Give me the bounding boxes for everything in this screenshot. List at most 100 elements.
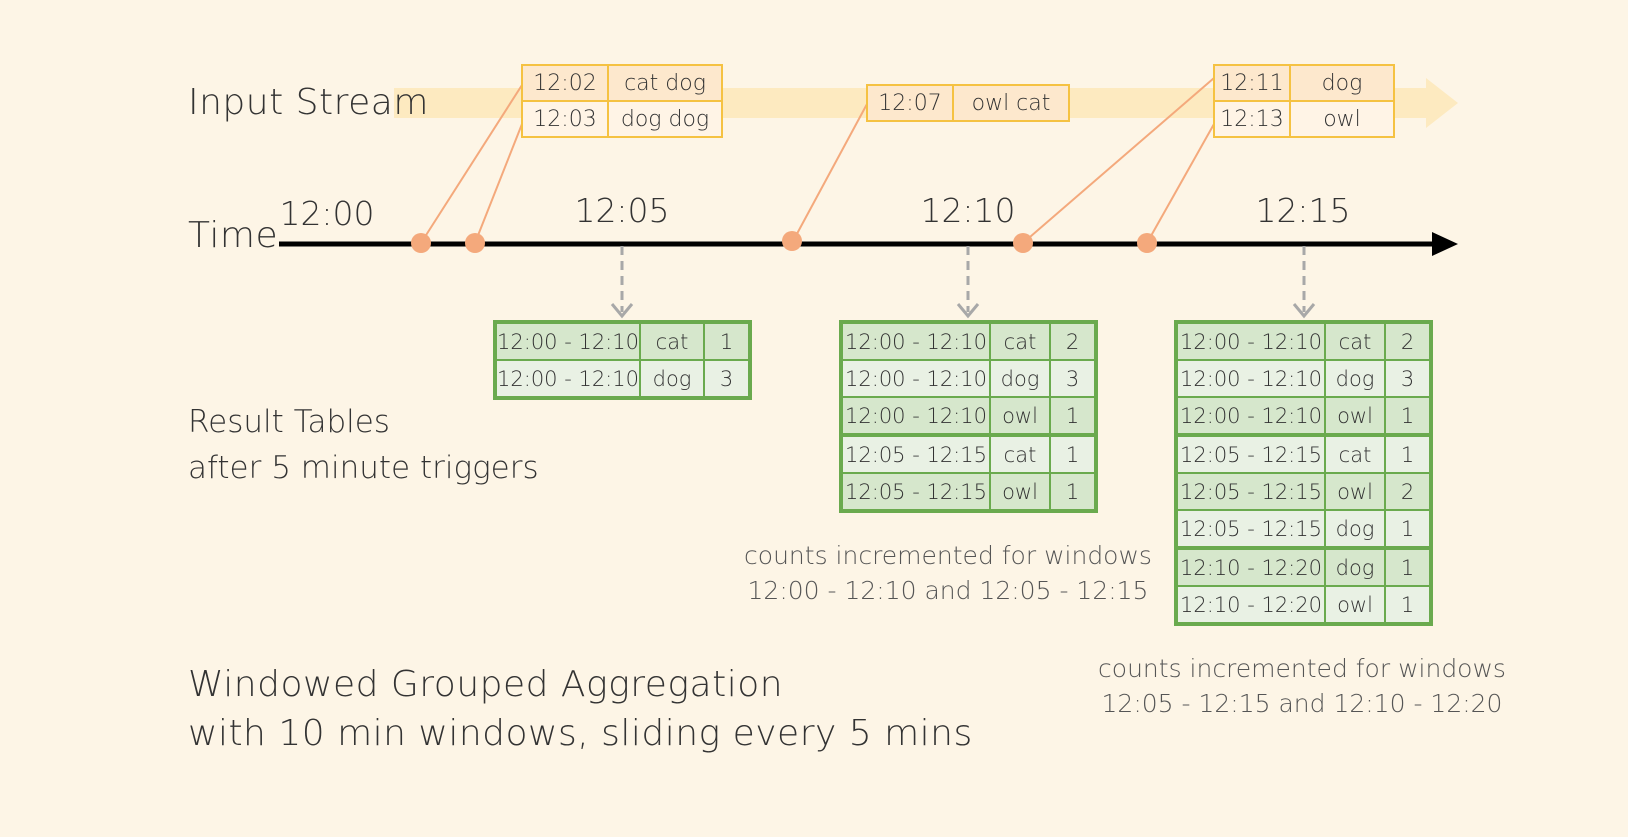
event-dot-1203: [465, 233, 485, 253]
result-table-1205: 12:00 - 12:10 cat 1 12:00 - 12:10 dog 3: [493, 320, 752, 400]
result-row: 12:00 - 12:10 dog 3: [1175, 359, 1432, 398]
event-time: 12:03: [521, 100, 609, 138]
result-window: 12:05 - 12:15: [1175, 433, 1326, 474]
event-words: dog: [1289, 64, 1395, 102]
result-word: owl: [1324, 472, 1386, 511]
input-stream-label: Input Stream: [188, 82, 429, 123]
result-count: 1: [703, 321, 751, 361]
result-word: dog: [989, 359, 1051, 398]
result-window: 12:05 - 12:15: [840, 433, 991, 474]
result-note-1215: counts incremented for windows 12:05 - 1…: [1098, 651, 1506, 721]
result-note-1210: counts incremented for windows 12:00 - 1…: [744, 538, 1152, 608]
note-line1: counts incremented for windows: [744, 541, 1152, 570]
time-label: Time: [188, 215, 279, 256]
result-word: owl: [989, 472, 1051, 512]
result-word: dog: [639, 359, 705, 399]
connector-1211: [1022, 77, 1215, 244]
input-events-batch-2: 12:07 owl cat: [866, 84, 1070, 122]
result-count: 1: [1384, 396, 1432, 436]
result-table-1210: 12:00 - 12:10 cat 2 12:00 - 12:10 dog 3 …: [839, 320, 1098, 513]
result-row: 12:05 - 12:15 cat 1: [840, 433, 1097, 474]
event-words: dog dog: [607, 100, 723, 138]
connector-1203: [474, 123, 523, 244]
result-row: 12:00 - 12:10 dog 3: [494, 359, 751, 399]
note-line1: counts incremented for windows: [1098, 654, 1506, 683]
event-dot-1211: [1013, 233, 1033, 253]
result-row: 12:05 - 12:15 owl 1: [840, 472, 1097, 512]
result-count: 3: [1049, 359, 1097, 398]
result-window: 12:00 - 12:10: [494, 321, 641, 361]
result-tables-label: Result Tables after 5 minute triggers: [188, 399, 539, 491]
event-time: 12:02: [521, 64, 609, 102]
input-event-row: 12:13 owl: [1213, 100, 1395, 138]
result-row: 12:10 - 12:20 dog 1: [1175, 546, 1432, 587]
result-window: 12:00 - 12:10: [1175, 321, 1326, 361]
result-window: 12:05 - 12:15: [1175, 509, 1326, 549]
event-dot-1202: [411, 233, 431, 253]
diagram-title: Windowed Grouped Aggregation with 10 min…: [188, 660, 973, 758]
result-window: 12:00 - 12:10: [1175, 396, 1326, 436]
connector-1202: [420, 84, 523, 244]
input-event-row: 12:03 dog dog: [521, 100, 723, 138]
result-window: 12:00 - 12:10: [840, 396, 991, 436]
result-word: owl: [1324, 585, 1386, 625]
trigger-arrows: [610, 246, 1316, 319]
result-count: 1: [1384, 546, 1432, 587]
event-dots: [411, 231, 1157, 253]
result-count: 1: [1384, 433, 1432, 474]
result-table-1215: 12:00 - 12:10 cat 2 12:00 - 12:10 dog 3 …: [1174, 320, 1433, 626]
result-row: 12:00 - 12:10 owl 1: [1175, 396, 1432, 436]
result-word: cat: [989, 433, 1051, 474]
result-count: 1: [1049, 396, 1097, 436]
event-words: cat dog: [607, 64, 723, 102]
input-event-row: 12:02 cat dog: [521, 64, 723, 102]
connector-1213: [1146, 123, 1215, 244]
event-dot-1213: [1137, 233, 1157, 253]
result-window: 12:05 - 12:15: [840, 472, 991, 512]
note-line2: 12:00 - 12:10 and 12:05 - 12:15: [747, 576, 1149, 605]
result-count: 2: [1049, 321, 1097, 361]
title-line2: with 10 min windows, sliding every 5 min…: [188, 713, 973, 754]
result-row: 12:00 - 12:10 owl 1: [840, 396, 1097, 436]
result-count: 2: [1384, 472, 1432, 511]
result-row: 12:05 - 12:15 cat 1: [1175, 433, 1432, 474]
result-word: cat: [1324, 433, 1386, 474]
event-words: owl: [1289, 100, 1395, 138]
input-events-batch-1: 12:02 cat dog 12:03 dog dog: [521, 64, 723, 138]
result-window: 12:05 - 12:15: [1175, 472, 1326, 511]
result-count: 3: [703, 359, 751, 399]
result-word: cat: [639, 321, 705, 361]
result-window: 12:00 - 12:10: [840, 321, 991, 361]
event-time: 12:11: [1213, 64, 1291, 102]
result-word: dog: [1324, 359, 1386, 398]
input-event-row: 12:11 dog: [1213, 64, 1395, 102]
result-tables-label-line1: Result Tables: [188, 404, 390, 440]
event-time: 12:13: [1213, 100, 1291, 138]
result-row: 12:00 - 12:10 cat 2: [1175, 321, 1432, 361]
result-count: 1: [1049, 433, 1097, 474]
event-words: owl cat: [952, 84, 1070, 122]
result-count: 1: [1049, 472, 1097, 512]
result-row: 12:00 - 12:10 cat 2: [840, 321, 1097, 361]
result-window: 12:10 - 12:20: [1175, 585, 1326, 625]
time-tick-1200: 12:00: [279, 194, 375, 233]
time-tick-1205: 12:05: [574, 191, 670, 230]
result-word: cat: [1324, 321, 1386, 361]
result-count: 2: [1384, 321, 1432, 361]
time-tick-1215: 12:15: [1255, 191, 1351, 230]
result-row: 12:00 - 12:10 dog 3: [840, 359, 1097, 398]
result-count: 3: [1384, 359, 1432, 398]
input-event-row: 12:07 owl cat: [866, 84, 1070, 122]
event-dot-1207: [782, 231, 802, 251]
result-window: 12:00 - 12:10: [1175, 359, 1326, 398]
result-word: owl: [989, 396, 1051, 436]
result-word: owl: [1324, 396, 1386, 436]
result-row: 12:10 - 12:20 owl 1: [1175, 585, 1432, 625]
result-window: 12:10 - 12:20: [1175, 546, 1326, 587]
result-word: dog: [1324, 546, 1386, 587]
result-count: 1: [1384, 585, 1432, 625]
result-window: 12:00 - 12:10: [494, 359, 641, 399]
event-time: 12:07: [866, 84, 954, 122]
result-word: cat: [989, 321, 1051, 361]
